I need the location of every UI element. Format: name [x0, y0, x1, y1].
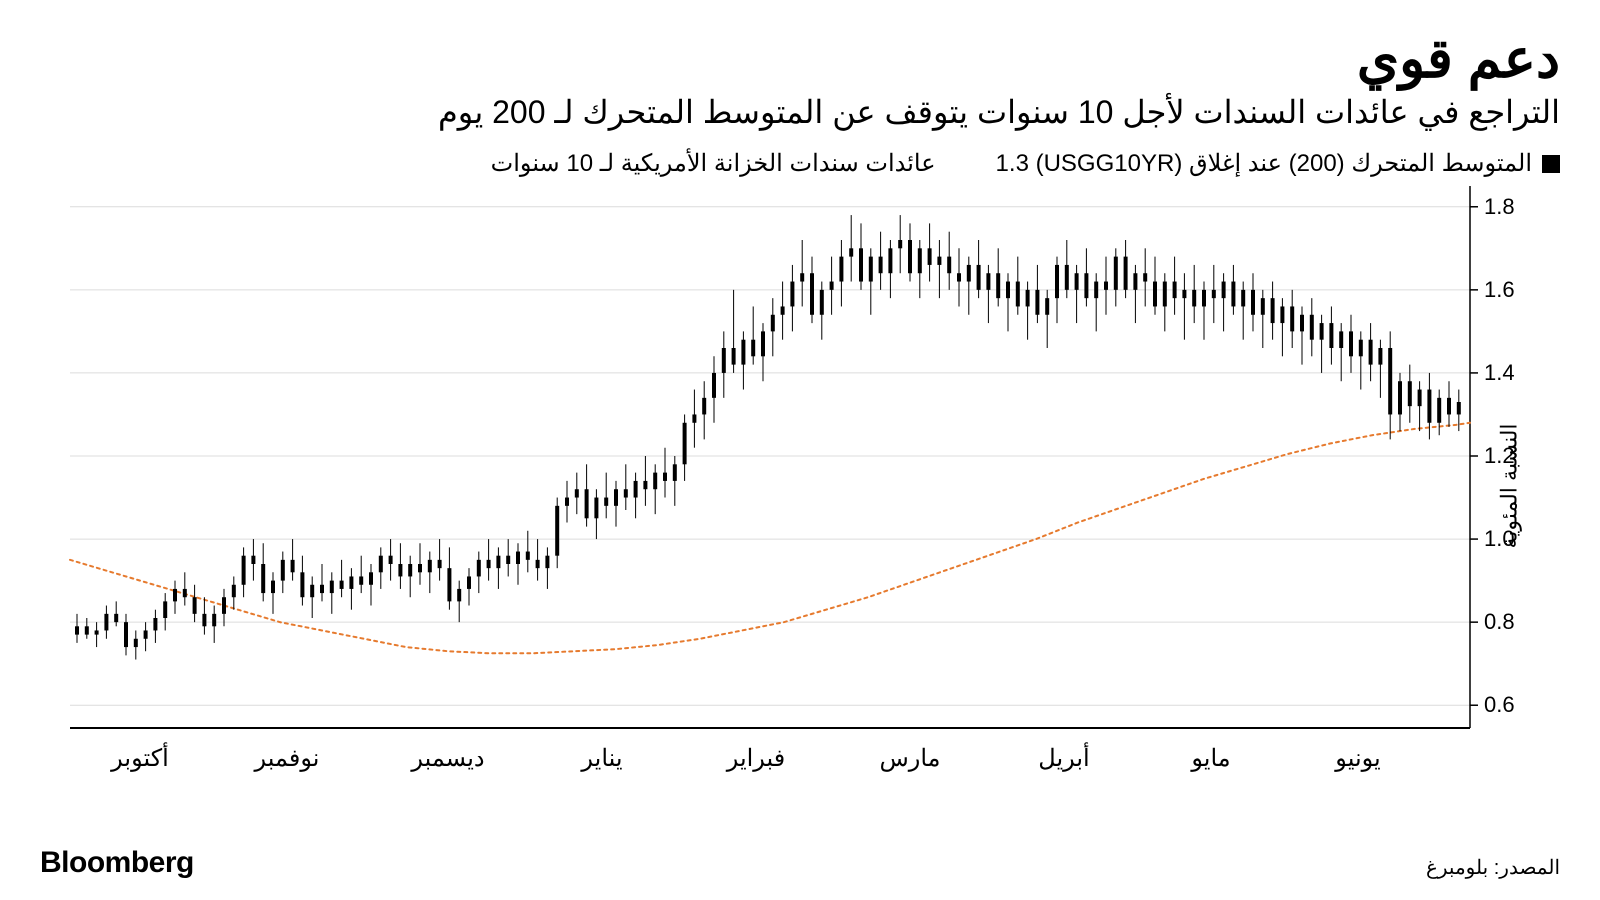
svg-text:يناير: يناير — [580, 745, 622, 772]
svg-text:فبراير: فبراير — [726, 745, 786, 772]
chart-svg: 0.60.81.01.21.41.61.8أكتوبرنوفمبرديسمبري… — [40, 186, 1560, 786]
legend-label-1: المتوسط المتحرك (200) عند إغلاق (USGG10Y… — [996, 149, 1532, 178]
legend-item-1: المتوسط المتحرك (200) عند إغلاق (USGG10Y… — [996, 149, 1560, 178]
svg-text:0.8: 0.8 — [1484, 610, 1515, 635]
svg-text:ديسمبر: ديسمبر — [410, 745, 484, 772]
svg-text:1.8: 1.8 — [1484, 194, 1515, 219]
svg-text:مايو: مايو — [1190, 745, 1230, 772]
svg-text:يونيو: يونيو — [1334, 745, 1380, 772]
svg-text:0.6: 0.6 — [1484, 693, 1515, 718]
source-label: المصدر: بلومبرغ — [1426, 855, 1560, 880]
svg-text:1.6: 1.6 — [1484, 277, 1515, 302]
chart-area: 0.60.81.01.21.41.61.8أكتوبرنوفمبرديسمبري… — [40, 186, 1560, 786]
svg-text:مارس: مارس — [879, 745, 940, 772]
svg-text:أبريل: أبريل — [1038, 741, 1089, 772]
chart-title: دعم قوي — [40, 30, 1560, 89]
svg-text:نوفمبر: نوفمبر — [254, 745, 320, 772]
svg-text:1.4: 1.4 — [1484, 360, 1515, 385]
y-axis-title: النسبة المئوية — [1496, 424, 1522, 549]
chart-subtitle: التراجع في عائدات السندات لأجل 10 سنوات … — [40, 93, 1560, 131]
legend-item-2: عائدات سندات الخزانة الأمريكية لـ 10 سنو… — [491, 149, 936, 178]
legend-swatch-icon — [1542, 155, 1560, 173]
legend-label-2: عائدات سندات الخزانة الأمريكية لـ 10 سنو… — [491, 149, 936, 178]
legend: المتوسط المتحرك (200) عند إغلاق (USGG10Y… — [40, 149, 1560, 178]
svg-text:أكتوبر: أكتوبر — [110, 741, 169, 772]
brand-logo: Bloomberg — [40, 846, 194, 880]
